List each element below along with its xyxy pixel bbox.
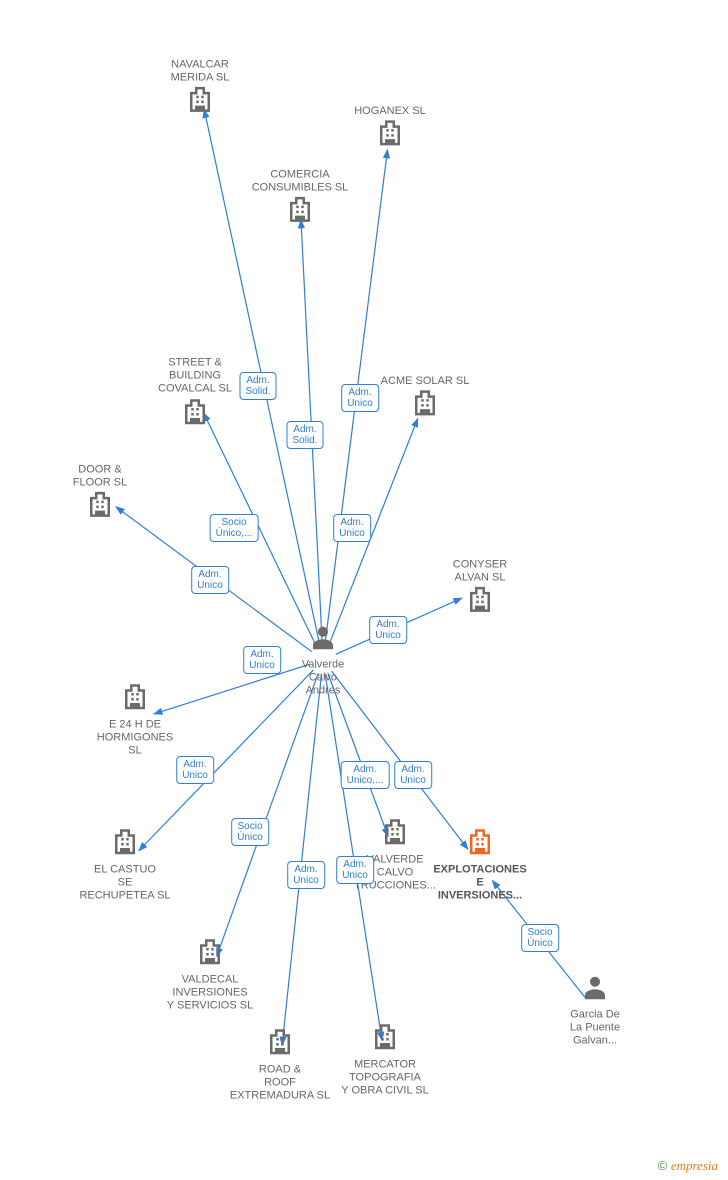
- node-explotaciones[interactable]: EXPLOTACIONES E INVERSIONES...: [420, 827, 540, 904]
- building-icon: [380, 817, 410, 854]
- edge-label: Adm. Unico: [243, 646, 281, 674]
- building-icon: [195, 937, 225, 974]
- node-label: ROAD & ROOF EXTREMADURA SL: [230, 1064, 330, 1104]
- copyright-symbol: ©: [658, 1158, 668, 1173]
- node-label: VALDECAL INVERSIONES Y SERVICIOS SL: [167, 974, 253, 1014]
- node-garcia[interactable]: Garcia De La Puente Galvan...: [535, 972, 655, 1049]
- edge-label: Socio Único: [521, 924, 559, 952]
- edge-line: [217, 673, 319, 956]
- edge-label: Adm. Unico: [369, 616, 407, 644]
- node-label: ACME SOLAR SL: [381, 375, 470, 388]
- edge-label: Adm. Unico: [341, 384, 379, 412]
- node-castuo[interactable]: EL CASTUO SE RECHUPETEA SL: [65, 827, 185, 904]
- building-icon: [285, 195, 315, 232]
- node-label: EXPLOTACIONES E INVERSIONES...: [433, 864, 526, 904]
- node-label: EL CASTUO SE RECHUPETEA SL: [79, 864, 170, 904]
- node-comercia[interactable]: COMERCIA CONSUMIBLES SL: [240, 168, 360, 231]
- node-label: HOGANEX SL: [354, 105, 426, 118]
- node-label: Valverde Calvo Andres: [302, 659, 345, 699]
- building-icon: [185, 85, 215, 122]
- edge-label: Adm. Unico: [191, 566, 229, 594]
- node-label: COMERCIA CONSUMIBLES SL: [252, 168, 349, 194]
- node-conyser[interactable]: CONYSER ALVAN SL: [420, 558, 540, 621]
- node-label: MERCATOR TOPOGRAFIA Y OBRA CIVIL SL: [341, 1059, 428, 1099]
- edge-label: Adm. Unico: [176, 756, 214, 784]
- brand-name: empresia: [671, 1158, 718, 1173]
- node-navalcar[interactable]: NAVALCAR MERIDA SL: [140, 58, 260, 121]
- node-label: STREET & BUILDING COVALCAL SL: [158, 357, 232, 397]
- building-icon: [370, 1022, 400, 1059]
- node-street[interactable]: STREET & BUILDING COVALCAL SL: [135, 357, 255, 434]
- building-icon: [465, 827, 495, 864]
- building-icon: [265, 1027, 295, 1064]
- node-hoganex[interactable]: HOGANEX SL: [330, 105, 450, 155]
- building-icon: [180, 396, 210, 433]
- node-road[interactable]: ROAD & ROOF EXTREMADURA SL: [220, 1027, 340, 1104]
- person-icon: [308, 622, 338, 659]
- edge-label: Adm. Solid.: [239, 372, 276, 400]
- node-door[interactable]: DOOR & FLOOR SL: [40, 463, 160, 526]
- node-acme[interactable]: ACME SOLAR SL: [365, 375, 485, 425]
- building-icon: [110, 827, 140, 864]
- edge-label: Socio Único,...: [210, 514, 259, 542]
- node-label: NAVALCAR MERIDA SL: [171, 58, 230, 84]
- node-label: E 24 H DE HORMIGONES SL: [97, 719, 173, 759]
- building-icon: [120, 682, 150, 719]
- edge-label: Adm. Unico: [287, 861, 325, 889]
- building-icon: [375, 118, 405, 155]
- node-valdecal[interactable]: VALDECAL INVERSIONES Y SERVICIOS SL: [150, 937, 270, 1014]
- footer: © empresia: [658, 1158, 718, 1174]
- edge-label: Socio Único: [231, 818, 269, 846]
- building-icon: [465, 585, 495, 622]
- edge-label: Adm. Solid.: [286, 421, 323, 449]
- edge-label: Adm. Unico: [336, 856, 374, 884]
- node-label: CONYSER ALVAN SL: [453, 558, 507, 584]
- node-mercator[interactable]: MERCATOR TOPOGRAFIA Y OBRA CIVIL SL: [325, 1022, 445, 1099]
- edge-line: [282, 674, 321, 1045]
- node-e24h[interactable]: E 24 H DE HORMIGONES SL: [75, 682, 195, 759]
- person-icon: [580, 972, 610, 1009]
- node-label: Garcia De La Puente Galvan...: [570, 1009, 620, 1049]
- edge-label: Adm. Unico: [333, 514, 371, 542]
- node-center[interactable]: Valverde Calvo Andres: [263, 622, 383, 699]
- edge-label: Adm. Unico: [394, 761, 432, 789]
- building-icon: [85, 490, 115, 527]
- edge-label: Adm. Unico,...: [341, 761, 390, 789]
- building-icon: [410, 388, 440, 425]
- node-label: DOOR & FLOOR SL: [73, 463, 127, 489]
